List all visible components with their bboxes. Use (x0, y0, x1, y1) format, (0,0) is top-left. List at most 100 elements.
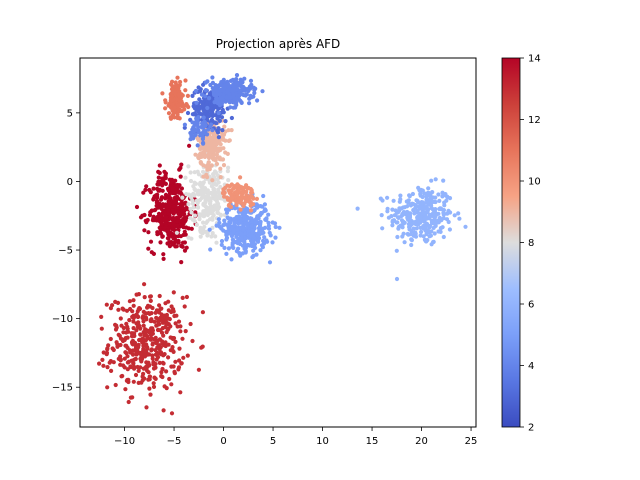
scatter-point (124, 308, 130, 313)
scatter-point (245, 223, 250, 228)
scatter-point (174, 183, 179, 188)
scatter-point (142, 349, 147, 354)
scatter-point (146, 246, 151, 251)
scatter-point (106, 343, 111, 348)
scatter-point (99, 326, 104, 331)
scatter-point (158, 345, 163, 350)
scatter-point (245, 207, 250, 213)
scatter-point (441, 178, 446, 183)
scatter-point (147, 386, 152, 391)
scatter-point (227, 231, 232, 236)
x-tick-label: 0 (220, 436, 226, 447)
scatter-point (189, 236, 194, 241)
scatter-point (436, 229, 441, 234)
scatter-point (183, 175, 188, 180)
scatter-point (263, 225, 268, 230)
scatter-point (178, 165, 183, 171)
scatter-point (264, 217, 269, 222)
scatter-point (179, 243, 184, 249)
scatter-point (424, 231, 429, 237)
scatter-point (239, 232, 244, 237)
scatter-point (97, 361, 102, 366)
scatter-point (175, 219, 180, 224)
scatter-point (161, 333, 166, 338)
scatter-point (380, 198, 385, 203)
scatter-point (119, 323, 124, 328)
colorbar-tick-label: 4 (528, 361, 534, 372)
scatter-point (181, 355, 186, 360)
scatter-point (166, 111, 172, 116)
scatter-point (147, 212, 153, 218)
scatter-point (178, 79, 183, 85)
scatter-point (160, 360, 165, 365)
scatter-point (240, 251, 245, 256)
scatter-point (413, 230, 418, 235)
scatter-point (122, 356, 127, 361)
scatter-point (226, 178, 231, 183)
scatter-point (129, 331, 134, 336)
scatter-point (179, 162, 184, 167)
scatter-point (402, 240, 407, 245)
scatter-point (151, 381, 156, 386)
scatter-point (158, 240, 163, 245)
colorbar-tick-label: 12 (528, 115, 541, 126)
scatter-point (163, 98, 168, 103)
scatter-point (134, 204, 140, 210)
scatter-point (414, 204, 420, 209)
scatter-point (257, 213, 262, 218)
scatter-point (138, 332, 143, 337)
scatter-point (195, 143, 200, 148)
scatter-point (432, 231, 437, 236)
scatter-point (215, 201, 220, 206)
scatter-point (193, 181, 199, 186)
scatter-point (144, 184, 149, 189)
scatter-point (215, 155, 220, 160)
scatter-point (228, 204, 233, 210)
scatter-point (143, 187, 148, 192)
scatter-point (186, 226, 191, 231)
scatter-point (154, 338, 159, 343)
scatter-point (160, 366, 165, 372)
scatter-point (147, 187, 152, 193)
scatter-point (201, 212, 206, 217)
scatter-point (175, 223, 180, 228)
scatter-point (155, 232, 160, 237)
scatter-point (242, 240, 247, 245)
scatter-point (118, 362, 123, 367)
scatter-point (241, 190, 246, 195)
scatter-point (433, 177, 438, 182)
scatter-point (178, 390, 183, 395)
scatter-point (100, 357, 105, 362)
scatter-point (391, 198, 396, 203)
scatter-point (173, 339, 178, 344)
scatter-point (193, 188, 198, 193)
scatter-point (223, 138, 228, 143)
scatter-point (273, 235, 278, 240)
scatter-point (174, 230, 179, 235)
scatter-point (225, 81, 230, 86)
scatter-point (206, 145, 211, 151)
scatter-point (170, 102, 175, 107)
scatter-point (395, 234, 400, 240)
scatter-point (253, 245, 258, 250)
scatter-point (167, 244, 172, 249)
scatter-point (427, 216, 432, 221)
scatter-point (151, 216, 156, 221)
scatter-point (401, 205, 406, 210)
colorbar-axis: 2 4 6 8 10 12 14 (520, 54, 541, 434)
scatter-point (123, 387, 128, 392)
scatter-point (210, 86, 215, 91)
scatter-point (146, 362, 151, 367)
scatter-point (266, 212, 271, 217)
scatter-point (123, 350, 128, 355)
scatter-point (429, 206, 434, 211)
scatter-point (210, 75, 215, 80)
scatter-point (148, 332, 153, 337)
scatter-point (433, 195, 438, 200)
scatter-point (390, 218, 395, 223)
scatter-point (219, 242, 224, 247)
scatter-point (230, 225, 235, 230)
scatter-point (207, 96, 212, 101)
scatter-point (151, 366, 157, 371)
scatter-point (213, 234, 218, 239)
